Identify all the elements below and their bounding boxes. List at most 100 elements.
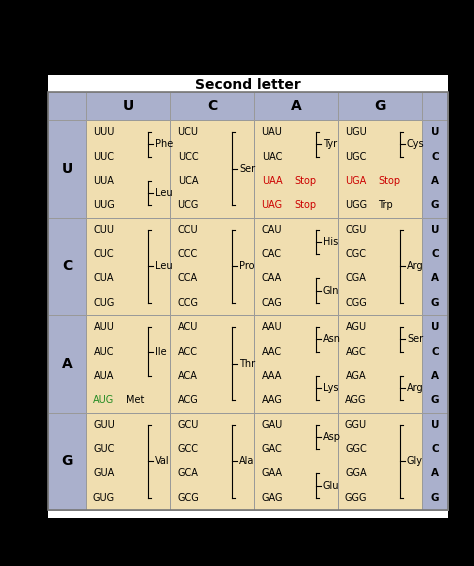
- Text: UAC: UAC: [262, 152, 282, 161]
- Bar: [48, 75, 448, 518]
- Text: CCC: CCC: [178, 249, 198, 259]
- Text: GGU: GGU: [345, 419, 367, 430]
- Bar: [338, 217, 422, 315]
- Text: ACG: ACG: [178, 395, 199, 405]
- Text: G: G: [431, 200, 439, 211]
- Text: AGA: AGA: [346, 371, 366, 381]
- Text: GCG: GCG: [177, 493, 199, 503]
- Text: AUG: AUG: [93, 395, 115, 405]
- Text: G: G: [431, 395, 439, 405]
- Text: A: A: [431, 176, 439, 186]
- Bar: [48, 92, 448, 510]
- Bar: [86, 120, 170, 217]
- Bar: [86, 92, 170, 120]
- Text: GAU: GAU: [261, 419, 283, 430]
- Text: His: His: [323, 237, 338, 247]
- Text: Arg: Arg: [407, 261, 424, 271]
- Text: CCA: CCA: [178, 273, 198, 284]
- Text: AAC: AAC: [262, 346, 282, 357]
- Text: U: U: [431, 127, 439, 137]
- Text: CAU: CAU: [262, 225, 282, 235]
- Text: AAU: AAU: [262, 322, 283, 332]
- Text: Arg: Arg: [407, 383, 424, 393]
- Bar: [338, 92, 422, 120]
- Text: AUC: AUC: [94, 346, 114, 357]
- Bar: [422, 217, 448, 315]
- Text: C: C: [431, 346, 439, 357]
- Text: Val: Val: [155, 456, 170, 466]
- Text: Leu: Leu: [155, 188, 173, 198]
- Text: UGC: UGC: [346, 152, 367, 161]
- Text: CAG: CAG: [262, 298, 283, 308]
- Text: GUC: GUC: [93, 444, 115, 454]
- Bar: [48, 413, 86, 510]
- Text: GGC: GGC: [345, 444, 367, 454]
- Text: UAA: UAA: [262, 176, 283, 186]
- Bar: [254, 217, 338, 315]
- Text: AGC: AGC: [346, 346, 366, 357]
- Bar: [338, 315, 422, 413]
- Text: UUU: UUU: [93, 127, 115, 137]
- Text: Stop: Stop: [294, 200, 316, 211]
- Text: CCG: CCG: [177, 298, 199, 308]
- Text: U: U: [122, 99, 134, 113]
- Text: UGU: UGU: [345, 127, 367, 137]
- Bar: [48, 92, 86, 120]
- Text: Met: Met: [126, 395, 145, 405]
- Bar: [254, 120, 338, 217]
- Text: A: A: [431, 371, 439, 381]
- Text: CUC: CUC: [94, 249, 114, 259]
- Bar: [170, 413, 254, 510]
- Text: UUA: UUA: [93, 176, 114, 186]
- Text: UCA: UCA: [178, 176, 198, 186]
- Bar: [86, 315, 170, 413]
- Text: G: G: [431, 298, 439, 308]
- Text: GUU: GUU: [93, 419, 115, 430]
- Text: CGG: CGG: [345, 298, 367, 308]
- Text: GCA: GCA: [178, 469, 199, 478]
- Text: UUC: UUC: [93, 152, 115, 161]
- Text: C: C: [62, 259, 72, 273]
- Bar: [254, 413, 338, 510]
- Text: Stop: Stop: [378, 176, 400, 186]
- Text: Asn: Asn: [323, 335, 341, 344]
- Text: G: G: [61, 454, 73, 468]
- Text: AAA: AAA: [262, 371, 282, 381]
- Text: CAA: CAA: [262, 273, 282, 284]
- Text: Thr: Thr: [239, 359, 255, 369]
- Text: Gly: Gly: [407, 456, 423, 466]
- Text: CCU: CCU: [178, 225, 198, 235]
- Text: UAU: UAU: [262, 127, 283, 137]
- Text: First letter: First letter: [16, 277, 28, 353]
- Text: Asp: Asp: [323, 432, 341, 442]
- Text: AUU: AUU: [93, 322, 114, 332]
- Text: Phe: Phe: [155, 139, 173, 149]
- Text: Leu: Leu: [155, 261, 173, 271]
- Text: Cys: Cys: [407, 139, 425, 149]
- Bar: [422, 413, 448, 510]
- Text: UGA: UGA: [346, 176, 366, 186]
- Text: Third letter: Third letter: [456, 275, 468, 355]
- Text: Gln: Gln: [323, 286, 339, 295]
- Text: AGU: AGU: [346, 322, 366, 332]
- Text: UAG: UAG: [262, 200, 283, 211]
- Text: Second letter: Second letter: [195, 78, 301, 92]
- Text: CAC: CAC: [262, 249, 282, 259]
- Text: G: G: [374, 99, 386, 113]
- Text: GGA: GGA: [345, 469, 367, 478]
- Bar: [170, 315, 254, 413]
- Text: A: A: [291, 99, 301, 113]
- Text: ACA: ACA: [178, 371, 198, 381]
- Bar: [170, 217, 254, 315]
- Text: Ser: Ser: [407, 335, 423, 344]
- Bar: [48, 315, 86, 413]
- Text: UUG: UUG: [93, 200, 115, 211]
- Text: GAA: GAA: [262, 469, 283, 478]
- Text: GAG: GAG: [261, 493, 283, 503]
- Text: GUG: GUG: [93, 493, 115, 503]
- Text: U: U: [431, 322, 439, 332]
- Bar: [422, 92, 448, 120]
- Text: CGU: CGU: [346, 225, 367, 235]
- Text: ACC: ACC: [178, 346, 198, 357]
- Bar: [254, 315, 338, 413]
